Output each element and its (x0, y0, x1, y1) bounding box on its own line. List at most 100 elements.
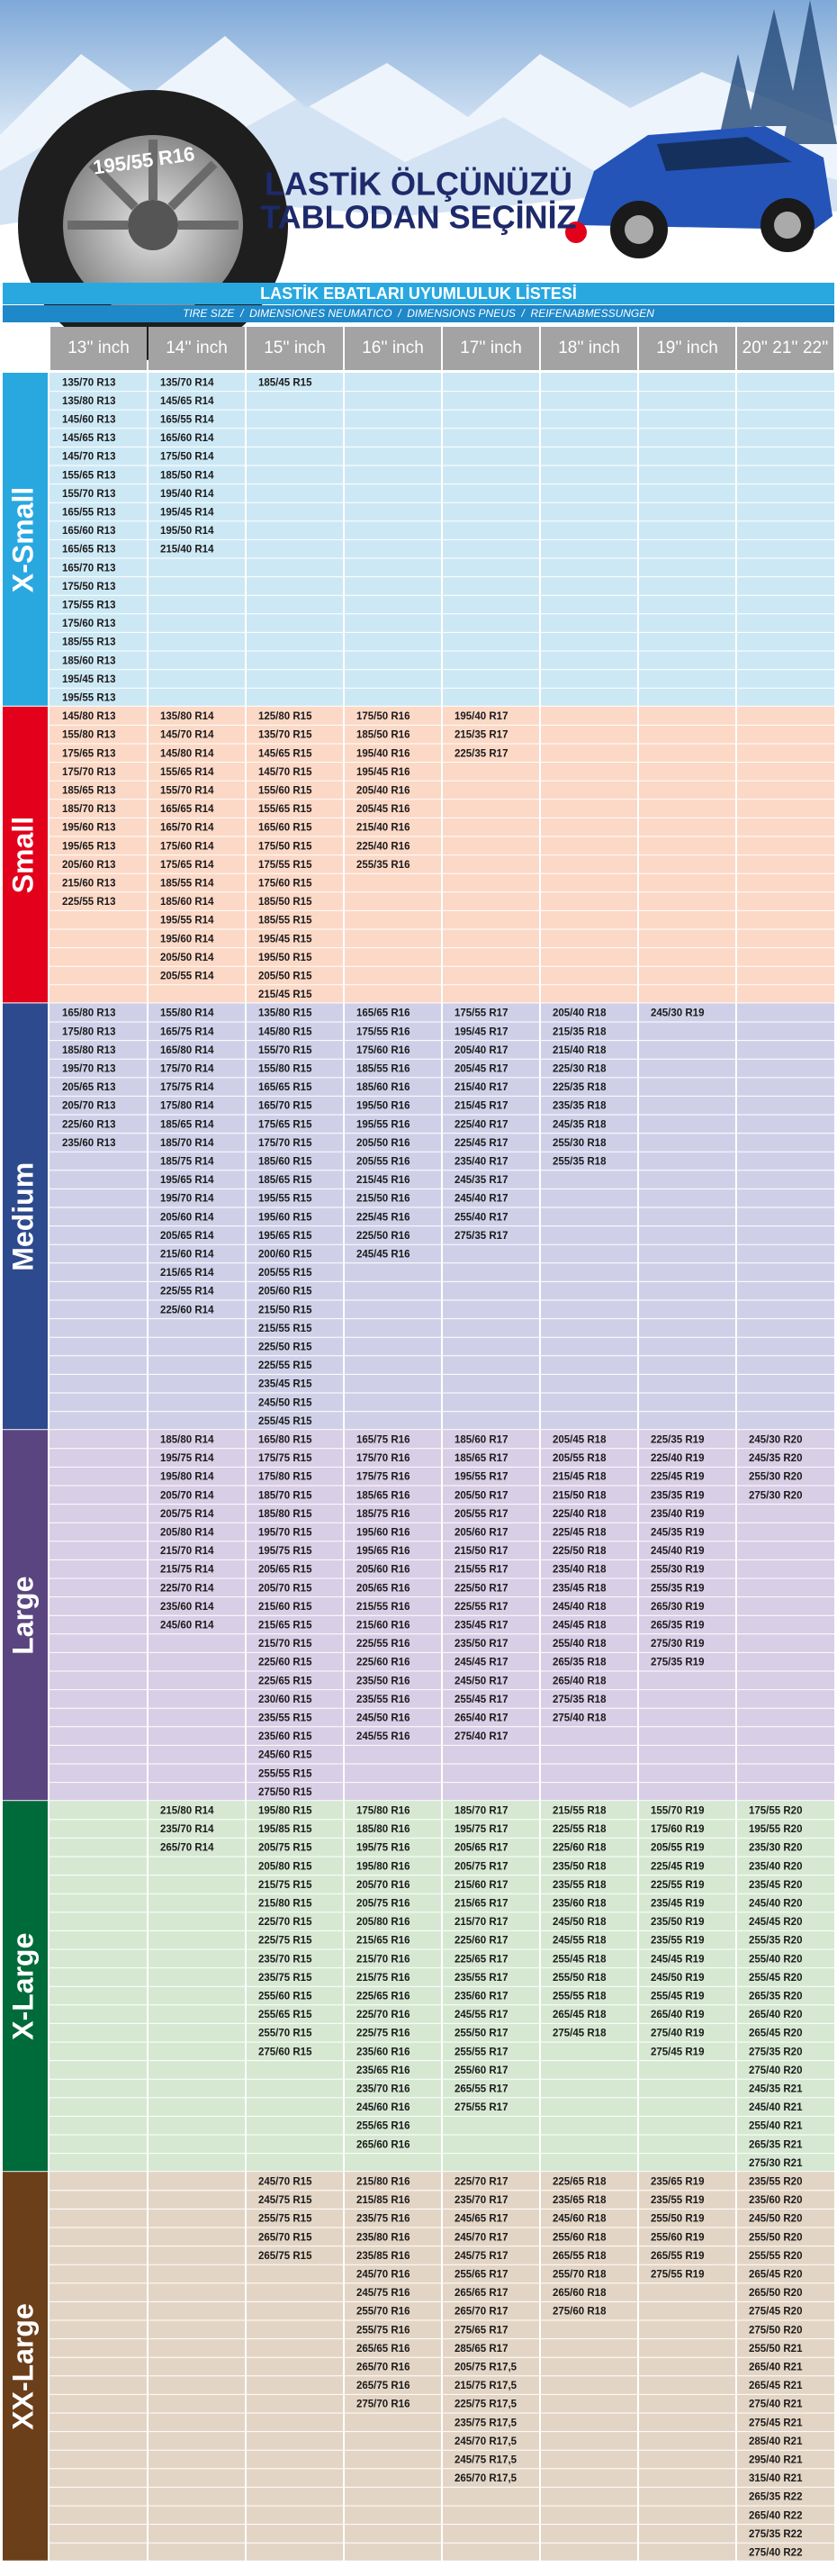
tire-size: 235/55 R16 (356, 1695, 410, 1705)
tire-size: 205/65 R17 (454, 1843, 508, 1854)
tire-size: 225/70 R17 (454, 2177, 508, 2188)
tire-size: 195/45 R16 (356, 767, 410, 778)
tire-size: 245/45 R17 (454, 1658, 508, 1668)
tire-size: 215/60 R15 (258, 1602, 312, 1613)
tire-size: 245/45 R20 (749, 1917, 802, 1928)
tire-size: 185/60 R15 (258, 1157, 312, 1168)
tire-size: 185/75 R16 (356, 1509, 410, 1520)
tire-size: 155/65 R13 (62, 470, 115, 481)
tire-size: 165/60 R15 (258, 823, 312, 834)
tire-size: 245/50 R15 (258, 1397, 312, 1408)
table-title: LASTİK EBATLARI UYUMLULUK LİSTESİ (260, 285, 577, 303)
tire-size: 255/45 R15 (258, 1416, 312, 1427)
tire-size: 205/75 R15 (258, 1843, 312, 1854)
tire-size: 245/35 R20 (749, 1453, 802, 1464)
tire-size: 145/80 R13 (62, 711, 115, 722)
tire-size: 245/60 R14 (160, 1621, 214, 1631)
tire-size: 195/65 R15 (258, 1231, 312, 1242)
tire-size: 215/35 R18 (553, 1026, 607, 1037)
tire-size: 245/30 R19 (651, 1008, 704, 1019)
tire-size: 215/60 R16 (356, 1621, 410, 1631)
tire-size: 195/55 R13 (62, 693, 115, 704)
tire-size: 245/60 R16 (356, 2102, 410, 2113)
tire-size: 205/55 R16 (356, 1157, 410, 1168)
tire-size: 205/75 R17 (454, 1861, 508, 1872)
tire-size: 235/40 R20 (749, 1861, 802, 1872)
tire-size: 245/35 R19 (651, 1528, 704, 1539)
tire-size: 185/70 R13 (62, 804, 115, 815)
tire-size: 245/50 R19 (651, 1973, 704, 1984)
tire-size: 235/55 R19 (651, 1936, 704, 1947)
tire-size: 245/40 R20 (749, 1899, 802, 1910)
tire-size: 285/65 R17 (454, 2344, 508, 2355)
tire-size: 175/50 R15 (258, 841, 312, 852)
tire-size: 215/60 R13 (62, 879, 115, 890)
tire-size: 215/35 R17 (454, 730, 508, 741)
tire-size: 185/65 R15 (258, 1175, 312, 1186)
tire-size: 205/65 R13 (62, 1082, 115, 1093)
tire-size: 215/60 R14 (160, 1250, 214, 1261)
tire-size: 155/80 R13 (62, 730, 115, 741)
tire-size: 225/60 R18 (553, 1843, 607, 1854)
tire-size: 175/65 R14 (160, 860, 214, 871)
tire-size: 215/65 R15 (258, 1621, 312, 1631)
tire-size: 165/65 R14 (160, 804, 214, 815)
tire-size: 195/60 R15 (258, 1212, 312, 1223)
tire-size: 215/80 R15 (258, 1899, 312, 1910)
tire-size: 235/65 R18 (553, 2195, 607, 2206)
tire-size: 235/55 R20 (749, 2177, 802, 2188)
tire-size: 185/60 R16 (356, 1082, 410, 1093)
tire-size: 195/65 R14 (160, 1175, 214, 1186)
tire-size: 255/45 R19 (651, 1992, 704, 2002)
tire-size: 265/35 R20 (749, 1992, 802, 2002)
tire-size: 175/80 R15 (258, 1472, 312, 1483)
tire-size: 195/85 R15 (258, 1824, 312, 1835)
tire-size: 235/75 R15 (258, 1973, 312, 1984)
tire-size: 205/65 R16 (356, 1583, 410, 1594)
tire-size: 265/40 R19 (651, 2010, 704, 2020)
tire-size: 255/60 R19 (651, 2232, 704, 2243)
tire-size: 275/60 R15 (258, 2047, 312, 2057)
tire-size: 135/80 R14 (160, 711, 214, 722)
tire-size: 195/45 R14 (160, 508, 214, 519)
group-label: Large (6, 1577, 39, 1655)
tire-size: 205/65 R14 (160, 1231, 214, 1242)
tire-size: 225/45 R19 (651, 1861, 704, 1872)
tire-size: 255/65 R15 (258, 2010, 312, 2020)
tire-size: 155/70 R19 (651, 1806, 704, 1817)
column-header-bg (737, 327, 833, 370)
column-header-bg (50, 327, 147, 370)
tire-size: 255/65 R16 (356, 2121, 410, 2132)
tire-size: 245/50 R20 (749, 2214, 802, 2225)
tire-size: 175/80 R14 (160, 1101, 214, 1112)
tire-size: 175/65 R13 (62, 748, 115, 759)
tire-size: 145/70 R15 (258, 767, 312, 778)
tire-size: 185/65 R17 (454, 1453, 508, 1464)
tire-size: 195/70 R14 (160, 1194, 214, 1205)
tire-size: 195/65 R16 (356, 1546, 410, 1557)
tire-size: 215/50 R15 (258, 1305, 312, 1315)
tire-size: 265/70 R17,5 (454, 2473, 518, 2484)
tire-size: 245/40 R17 (454, 1194, 508, 1205)
tire-size: 225/65 R15 (258, 1676, 312, 1686)
tire-size: 245/50 R16 (356, 1713, 410, 1724)
tire-size: 175/55 R13 (62, 601, 115, 611)
header-title: LASTİK ÖLÇÜNÜZÜ (265, 166, 572, 203)
tire-size: 195/40 R17 (454, 711, 508, 722)
tire-size: 205/65 R15 (258, 1565, 312, 1576)
tire-size: 235/55 R15 (258, 1713, 312, 1724)
tire-size: 265/55 R19 (651, 2251, 704, 2262)
tire-size: 205/50 R15 (258, 972, 312, 982)
tire-size: 245/35 R17 (454, 1175, 508, 1186)
tire-size: 185/60 R13 (62, 655, 115, 666)
tire-size: 225/35 R19 (651, 1435, 704, 1446)
table-title-bar (3, 283, 834, 304)
tire-size: 205/50 R17 (454, 1490, 508, 1501)
tire-size: 225/55 R17 (454, 1602, 508, 1613)
tire-size: 215/50 R17 (454, 1546, 508, 1557)
tire-size: 205/60 R14 (160, 1212, 214, 1223)
tire-size: 265/70 R17 (454, 2307, 508, 2318)
tire-size: 205/55 R18 (553, 1453, 607, 1464)
tire-size: 225/60 R14 (160, 1305, 214, 1315)
tire-size: 205/80 R16 (356, 1917, 410, 1928)
